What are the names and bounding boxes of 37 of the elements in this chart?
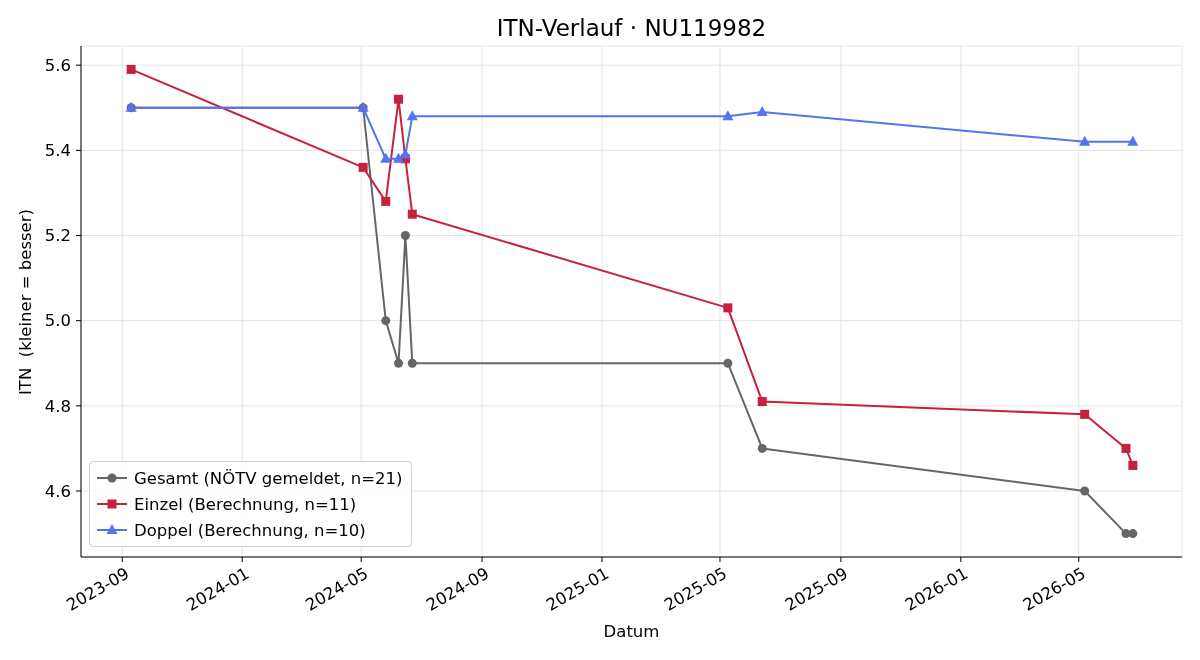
point (723, 303, 733, 313)
point (1079, 135, 1091, 146)
point (393, 152, 405, 163)
point (358, 162, 368, 172)
point (400, 231, 410, 240)
point (381, 316, 391, 326)
point (406, 110, 418, 121)
point (380, 152, 392, 163)
y-tick-label: 4.8 (44, 396, 71, 416)
y-axis-title: ITN (kleiner = besser) (16, 208, 36, 395)
point (381, 196, 391, 206)
point (723, 358, 733, 368)
point (757, 397, 767, 407)
point (394, 358, 404, 368)
point (722, 110, 734, 121)
y-tick-label: 5.6 (44, 55, 71, 75)
legend-label: Doppel (Berechnung, n=10) (134, 520, 366, 540)
point (757, 443, 767, 453)
y-tick-label: 5.2 (44, 226, 71, 246)
y-tick-label: 4.6 (44, 481, 71, 501)
chart-title: ITN-Verlauf · NU119982 (495, 14, 768, 42)
point (407, 358, 417, 368)
point (1080, 409, 1090, 419)
legend-label: Gesamt (NÖTV gemeldet, n=21) (134, 468, 403, 488)
point (1121, 443, 1131, 453)
point (1128, 460, 1138, 470)
point (756, 106, 768, 116)
x-axis-title: Datum (602, 622, 661, 642)
y-tick-label: 5.0 (44, 311, 71, 331)
point (407, 209, 417, 219)
point (1080, 486, 1090, 496)
point (1127, 135, 1139, 146)
y-tick-label: 5.4 (44, 141, 71, 161)
point (126, 64, 136, 74)
legend-label: Einzel (Berechnung, n=11) (134, 494, 357, 514)
point (1128, 529, 1138, 539)
point (394, 94, 404, 104)
